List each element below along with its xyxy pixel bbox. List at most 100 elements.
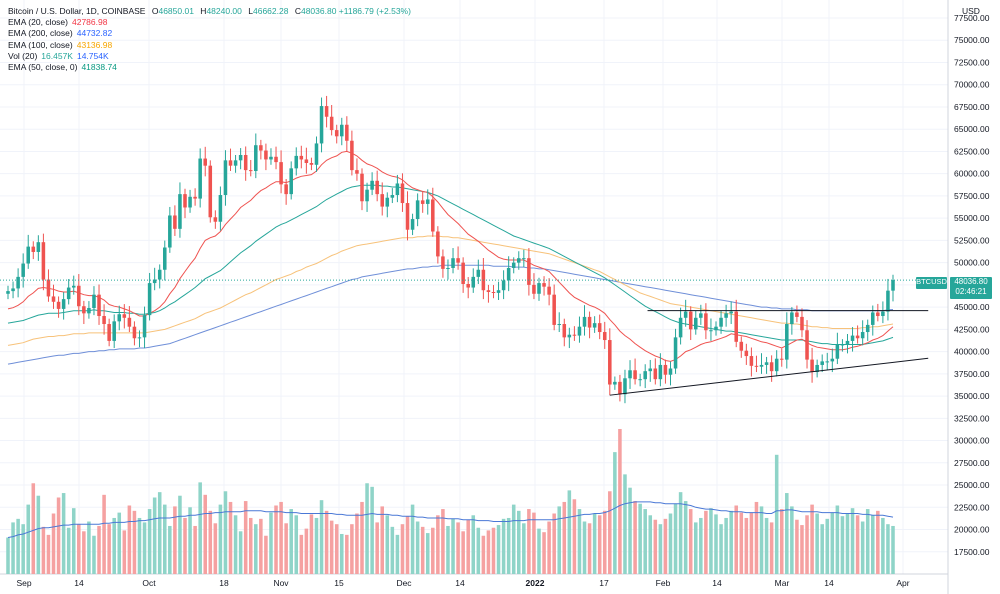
volume-bar bbox=[618, 428, 622, 574]
volume-bar bbox=[213, 523, 218, 574]
candle-body bbox=[410, 219, 415, 230]
x-tick-label: Dec bbox=[396, 578, 412, 588]
chart-legend: Bitcoin / U.S. Dollar, 1D, COINBASE O468… bbox=[8, 6, 411, 73]
candle-body bbox=[759, 364, 764, 367]
volume-bar bbox=[97, 525, 101, 574]
volume-bar bbox=[415, 521, 420, 574]
candle-body bbox=[663, 364, 668, 375]
candle-body bbox=[542, 283, 546, 287]
candle-body bbox=[724, 313, 728, 318]
candle-body bbox=[501, 280, 506, 291]
legend-ema50-label: EMA (50, close, 0) bbox=[8, 62, 78, 73]
symbol-price-tag: BTCUSD bbox=[916, 277, 947, 289]
legend-volume-ma-value: 14.754K bbox=[76, 50, 109, 61]
candle-body bbox=[243, 154, 248, 171]
candle-body bbox=[299, 155, 304, 160]
candle-body bbox=[668, 368, 673, 375]
candle-body bbox=[314, 143, 319, 165]
legend-low-value: 46662.28 bbox=[253, 6, 289, 16]
candle-body bbox=[395, 183, 400, 196]
volume-bar bbox=[486, 530, 491, 574]
candle-body bbox=[420, 200, 425, 204]
candle-body bbox=[71, 285, 76, 288]
candle-body bbox=[643, 371, 647, 380]
volume-bar bbox=[704, 510, 708, 574]
volume-bar bbox=[744, 517, 749, 574]
candle-body bbox=[785, 324, 789, 360]
candle-body bbox=[82, 306, 86, 314]
candle-body bbox=[769, 362, 774, 372]
x-tick-label: 14 bbox=[824, 578, 834, 588]
candle-body bbox=[719, 317, 723, 327]
y-tick-label: 72500.00 bbox=[954, 57, 990, 67]
candle-body bbox=[157, 269, 162, 280]
legend-change: +1186.79 (+2.53%) bbox=[338, 6, 411, 16]
volume-bar bbox=[850, 508, 855, 574]
volume-bar bbox=[319, 500, 324, 574]
volume-bar bbox=[71, 508, 76, 574]
volume-bar bbox=[562, 501, 567, 574]
legend-high-label: H bbox=[200, 6, 207, 16]
candle-body bbox=[694, 317, 698, 330]
legend-ema50[interactable]: EMA (50, close, 0) 41838.74 bbox=[8, 62, 411, 73]
y-tick-label: 17500.00 bbox=[954, 547, 990, 557]
volume-bar bbox=[6, 537, 10, 574]
candle-body bbox=[517, 258, 521, 263]
volume-bar bbox=[759, 506, 764, 574]
candle-body bbox=[132, 326, 137, 339]
volume-bar bbox=[663, 518, 668, 574]
candle-body bbox=[248, 170, 253, 172]
candle-body bbox=[774, 358, 779, 372]
candle-body bbox=[26, 246, 30, 264]
legend-close-label: C bbox=[294, 6, 301, 16]
legend-ema200[interactable]: EMA (200, close) 44732.82 bbox=[8, 28, 411, 39]
x-tick-label: 14 bbox=[712, 578, 722, 588]
volume-bar bbox=[243, 501, 248, 574]
candle-body bbox=[415, 200, 420, 220]
candle-body bbox=[527, 258, 531, 285]
volume-bar bbox=[511, 504, 516, 574]
volume-bar bbox=[820, 524, 824, 574]
candle-body bbox=[309, 163, 314, 165]
volume-bar bbox=[157, 492, 162, 574]
last-price-tag: 48036.80 02:46:21 bbox=[950, 277, 992, 299]
legend-ema20[interactable]: EMA (20, close) 42786.98 bbox=[8, 17, 411, 28]
candle-body bbox=[486, 290, 491, 292]
volume-bar bbox=[102, 494, 106, 574]
legend-ema100[interactable]: EMA (100, close) 43136.98 bbox=[8, 40, 411, 51]
candle-body bbox=[618, 381, 622, 395]
volume-bar bbox=[785, 493, 789, 574]
volume-bar bbox=[557, 506, 561, 574]
y-tick-label: 32500.00 bbox=[954, 413, 990, 423]
volume-bar bbox=[790, 506, 794, 574]
volume-bar bbox=[340, 533, 344, 574]
candle-body bbox=[835, 344, 840, 359]
volume-bar bbox=[582, 521, 587, 574]
x-tick-label: Mar bbox=[775, 578, 790, 588]
candle-body bbox=[77, 285, 81, 307]
legend-volume-label: Vol (20) bbox=[8, 50, 38, 61]
volume-bar bbox=[653, 519, 658, 574]
volume-bar bbox=[400, 524, 405, 574]
candle-body bbox=[820, 361, 824, 365]
volume-bar bbox=[238, 531, 243, 574]
legend-volume[interactable]: Vol (20) 16.457K 14.754K bbox=[8, 51, 411, 62]
candle-body bbox=[683, 311, 688, 318]
volume-bar bbox=[623, 474, 627, 574]
candle-body bbox=[340, 124, 344, 137]
volume-bar bbox=[314, 517, 319, 574]
volume-bar bbox=[365, 483, 369, 574]
candle-body bbox=[628, 370, 632, 379]
volume-bar bbox=[779, 509, 784, 574]
volume-bar bbox=[481, 535, 486, 574]
candle-body bbox=[31, 246, 36, 252]
candle-body bbox=[567, 334, 572, 338]
last-price-value: 48036.80 bbox=[954, 277, 988, 286]
volume-bar bbox=[350, 524, 354, 574]
candle-body bbox=[562, 324, 567, 338]
y-tick-label: 40000.00 bbox=[954, 347, 990, 357]
volume-bar bbox=[264, 535, 268, 574]
volume-bar bbox=[699, 517, 703, 574]
volume-bar bbox=[51, 513, 56, 574]
